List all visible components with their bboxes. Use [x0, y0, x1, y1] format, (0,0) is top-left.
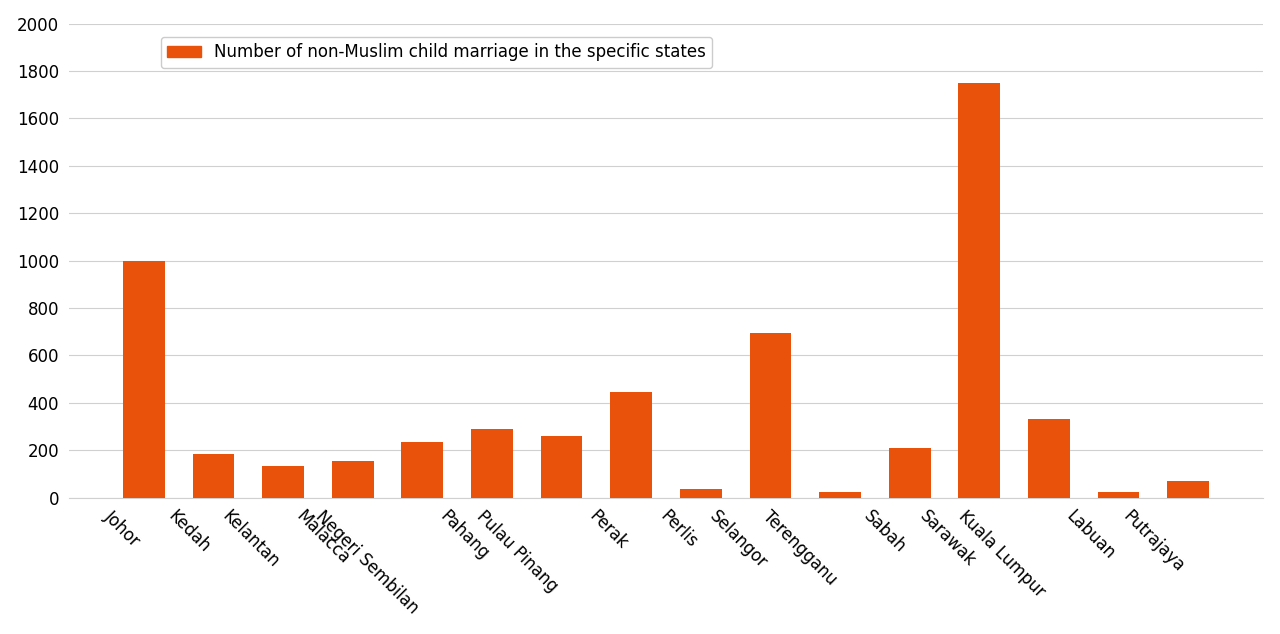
Bar	[1028, 419, 1070, 498]
Bar	[262, 465, 303, 498]
Bar	[1167, 481, 1210, 498]
Bar	[959, 83, 1000, 498]
Bar	[402, 442, 443, 498]
Bar	[332, 461, 374, 498]
Bar	[611, 392, 652, 498]
Legend: Number of non-Muslim child marriage in the specific states: Number of non-Muslim child marriage in t…	[160, 37, 713, 68]
Bar	[680, 489, 722, 498]
Bar	[750, 333, 791, 498]
Bar	[819, 491, 861, 498]
Bar	[888, 448, 931, 498]
Bar	[192, 454, 234, 498]
Bar	[540, 436, 582, 498]
Bar	[471, 429, 513, 498]
Bar	[123, 261, 165, 498]
Bar	[1098, 493, 1139, 498]
